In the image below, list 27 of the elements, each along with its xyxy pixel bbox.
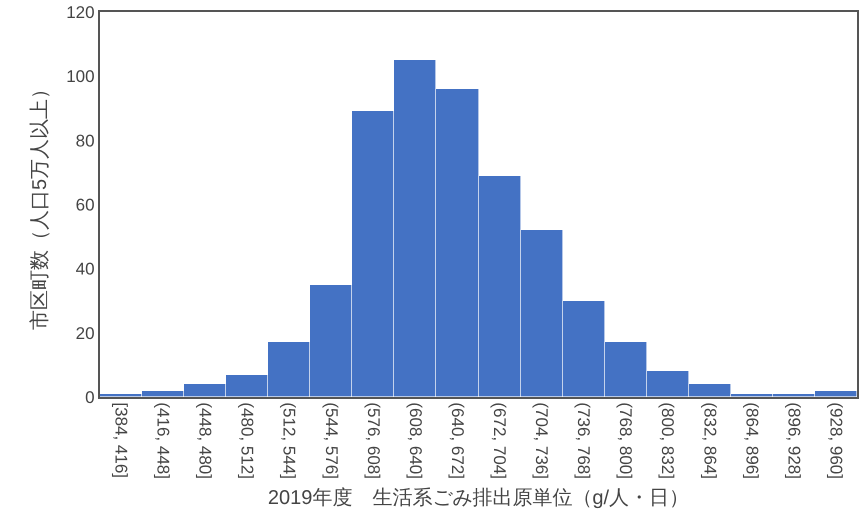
y-tick-label: 80 <box>76 131 95 150</box>
y-tick-label: 40 <box>76 260 95 279</box>
x-axis-title: 2019年度 生活系ごみ排出原単位（g/人・日） <box>268 486 690 509</box>
x-tick-label: (608, 640] <box>406 402 425 479</box>
y-tick-label: 0 <box>85 388 95 407</box>
x-tick-label: (512, 544] <box>280 402 299 479</box>
x-tick-label: (864, 896] <box>742 402 762 479</box>
x-tick-label: (768, 800] <box>616 402 636 479</box>
x-tick-label: (544, 576] <box>322 402 341 479</box>
x-tick-label: (672, 704] <box>490 402 510 479</box>
x-tick-label: (832, 864] <box>700 402 720 479</box>
x-tick-label: (448, 480] <box>196 402 215 479</box>
x-tick-label: [384, 416] <box>112 402 131 478</box>
y-tick-label: 100 <box>66 67 95 86</box>
x-tick-label: (928, 960] <box>826 402 846 479</box>
x-tick-label: (704, 736] <box>532 402 552 479</box>
x-tick-label: (736, 768] <box>574 402 594 479</box>
y-tick-label: 20 <box>76 324 95 343</box>
y-tick-label: 120 <box>66 2 95 22</box>
y-tick-label: 60 <box>76 195 95 214</box>
x-tick-label: (800, 832] <box>658 402 678 479</box>
x-tick-label: (896, 928] <box>784 402 804 479</box>
x-tick-label: (480, 512] <box>238 402 257 479</box>
x-tick-label: (576, 608] <box>364 402 383 479</box>
y-axis-title: 市区町数（人口5万人以上） <box>29 78 52 330</box>
x-tick-label: (640, 672] <box>448 402 467 479</box>
x-tick-label: (416, 448] <box>154 402 173 479</box>
